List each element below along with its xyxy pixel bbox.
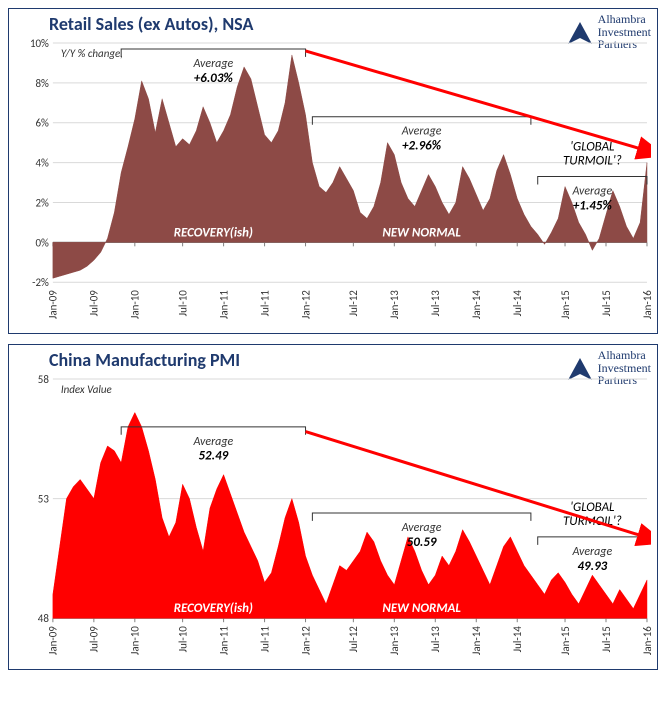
svg-text:53: 53 bbox=[38, 493, 50, 506]
svg-text:58: 58 bbox=[38, 373, 50, 386]
svg-text:RECOVERY(ish): RECOVERY(ish) bbox=[174, 225, 253, 240]
svg-text:'GLOBAL: 'GLOBAL bbox=[570, 140, 614, 155]
svg-text:Jan-12: Jan-12 bbox=[299, 626, 312, 655]
svg-text:Jan-13: Jan-13 bbox=[388, 626, 401, 655]
svg-text:49.93: 49.93 bbox=[578, 559, 608, 574]
svg-text:Jan-10: Jan-10 bbox=[129, 626, 142, 655]
chart1-svg: -2% 0% 2% 4% 6% 8% 10% Y/Y % change, Jan-09 Jul-0… bbox=[15, 37, 651, 326]
svg-text:Jan-15: Jan-15 bbox=[559, 626, 572, 655]
chart1-plot: -2% 0% 2% 4% 6% 8% 10% Y/Y % change, Jan-09 Jul-0… bbox=[15, 37, 651, 327]
svg-text:Jan-16: Jan-16 bbox=[641, 290, 651, 319]
svg-text:Jul-15: Jul-15 bbox=[600, 626, 613, 652]
svg-text:NEW NORMAL: NEW NORMAL bbox=[382, 601, 461, 616]
retail-sales-panel: Alhambra Investment Partners Retail Sale… bbox=[8, 8, 658, 334]
svg-text:6%: 6% bbox=[36, 117, 50, 130]
svg-text:0%: 0% bbox=[36, 236, 50, 249]
svg-text:'GLOBAL: 'GLOBAL bbox=[570, 500, 614, 515]
svg-text:Y/Y % change,: Y/Y % change, bbox=[61, 47, 123, 60]
svg-text:50.59: 50.59 bbox=[407, 535, 437, 550]
svg-text:8%: 8% bbox=[36, 77, 50, 90]
svg-text:Average: Average bbox=[193, 435, 234, 449]
svg-text:2%: 2% bbox=[36, 196, 50, 209]
svg-text:+2.96%: +2.96% bbox=[402, 139, 442, 154]
svg-text:Average: Average bbox=[401, 125, 442, 139]
china-pmi-panel: Alhambra Investment Partners China Manuf… bbox=[8, 344, 658, 670]
svg-text:Jan-16: Jan-16 bbox=[641, 626, 651, 655]
svg-text:Jul-13: Jul-13 bbox=[429, 290, 442, 317]
svg-text:4%: 4% bbox=[36, 157, 50, 170]
svg-text:Jan-11: Jan-11 bbox=[217, 290, 230, 319]
svg-text:Jul-09: Jul-09 bbox=[88, 290, 101, 317]
svg-text:Jan-12: Jan-12 bbox=[299, 290, 312, 319]
svg-text:Jan-13: Jan-13 bbox=[388, 290, 401, 319]
svg-text:-2%: -2% bbox=[32, 276, 49, 289]
svg-text:Jul-11: Jul-11 bbox=[258, 626, 271, 653]
svg-text:+1.45%: +1.45% bbox=[573, 198, 613, 213]
svg-text:Average: Average bbox=[193, 57, 234, 71]
svg-text:RECOVERY(ish): RECOVERY(ish) bbox=[174, 601, 253, 616]
svg-text:Jul-13: Jul-13 bbox=[429, 626, 442, 653]
chart2-title: China Manufacturing PMI bbox=[9, 345, 657, 371]
svg-text:Jul-14: Jul-14 bbox=[511, 626, 524, 653]
svg-text:Jul-12: Jul-12 bbox=[347, 626, 360, 653]
svg-text:Jan-10: Jan-10 bbox=[129, 290, 142, 319]
svg-text:TURMOIL'?: TURMOIL'? bbox=[563, 154, 622, 169]
svg-text:10%: 10% bbox=[30, 37, 49, 50]
svg-text:Jul-15: Jul-15 bbox=[600, 290, 613, 316]
chart2-svg: 48 53 58 Index Value Jan-09 Jul-09 Jan-10 Jul-1… bbox=[15, 373, 651, 662]
svg-text:Average: Average bbox=[572, 184, 613, 198]
svg-text:Jul-09: Jul-09 bbox=[88, 626, 101, 653]
svg-text:48: 48 bbox=[38, 612, 50, 625]
svg-text:Jul-11: Jul-11 bbox=[258, 290, 271, 317]
svg-text:Jul-10: Jul-10 bbox=[176, 290, 189, 317]
chart1-title: Retail Sales (ex Autos), NSA bbox=[9, 9, 657, 35]
svg-text:52.49: 52.49 bbox=[199, 449, 229, 464]
chart2-plot: 48 53 58 Index Value Jan-09 Jul-09 Jan-10 Jul-1… bbox=[15, 373, 651, 663]
svg-text:Jul-14: Jul-14 bbox=[511, 290, 524, 317]
svg-text:Average: Average bbox=[572, 545, 613, 559]
logo-line1: Alhambra bbox=[598, 13, 651, 26]
svg-text:NEW NORMAL: NEW NORMAL bbox=[382, 225, 461, 240]
svg-text:+6.03%: +6.03% bbox=[194, 71, 234, 86]
svg-text:Index Value: Index Value bbox=[61, 383, 112, 396]
svg-text:Average: Average bbox=[401, 521, 442, 535]
svg-text:Jan-09: Jan-09 bbox=[47, 626, 60, 655]
svg-text:Jul-10: Jul-10 bbox=[176, 626, 189, 653]
svg-text:Jan-09: Jan-09 bbox=[47, 290, 60, 319]
svg-text:Jul-12: Jul-12 bbox=[347, 290, 360, 317]
svg-text:Jan-14: Jan-14 bbox=[470, 626, 483, 655]
svg-text:Jan-11: Jan-11 bbox=[217, 626, 230, 655]
svg-text:Jan-15: Jan-15 bbox=[559, 290, 572, 319]
logo-line1: Alhambra bbox=[598, 349, 651, 362]
svg-text:Jan-14: Jan-14 bbox=[470, 290, 483, 319]
